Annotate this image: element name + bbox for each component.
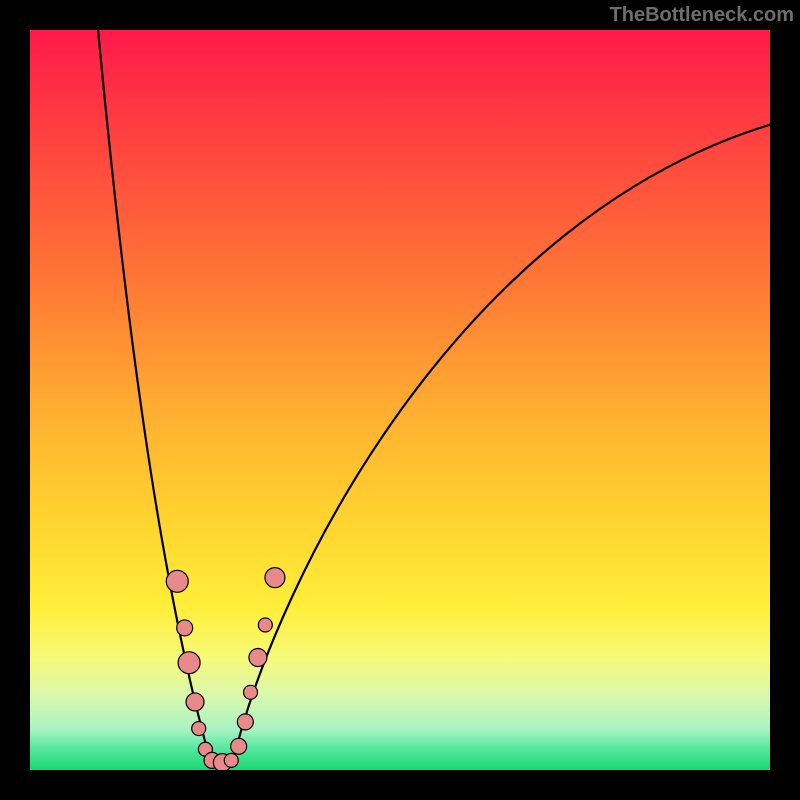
chart-frame: TheBottleneck.com: [0, 0, 800, 800]
marker-point: [231, 738, 247, 754]
marker-point: [178, 652, 200, 674]
marker-point: [265, 568, 285, 588]
border-bottom: [0, 770, 800, 800]
marker-point: [258, 618, 272, 632]
border-left: [0, 0, 30, 800]
marker-point: [244, 685, 258, 699]
watermark-text: TheBottleneck.com: [610, 4, 794, 27]
plot-svg: [30, 30, 770, 770]
marker-point: [224, 753, 238, 767]
marker-point: [237, 714, 253, 730]
marker-point: [249, 649, 267, 667]
marker-point: [186, 693, 204, 711]
marker-point: [166, 570, 188, 592]
marker-point: [192, 722, 206, 736]
marker-point: [177, 620, 193, 636]
border-right: [770, 0, 800, 800]
plot-area: [30, 30, 770, 770]
